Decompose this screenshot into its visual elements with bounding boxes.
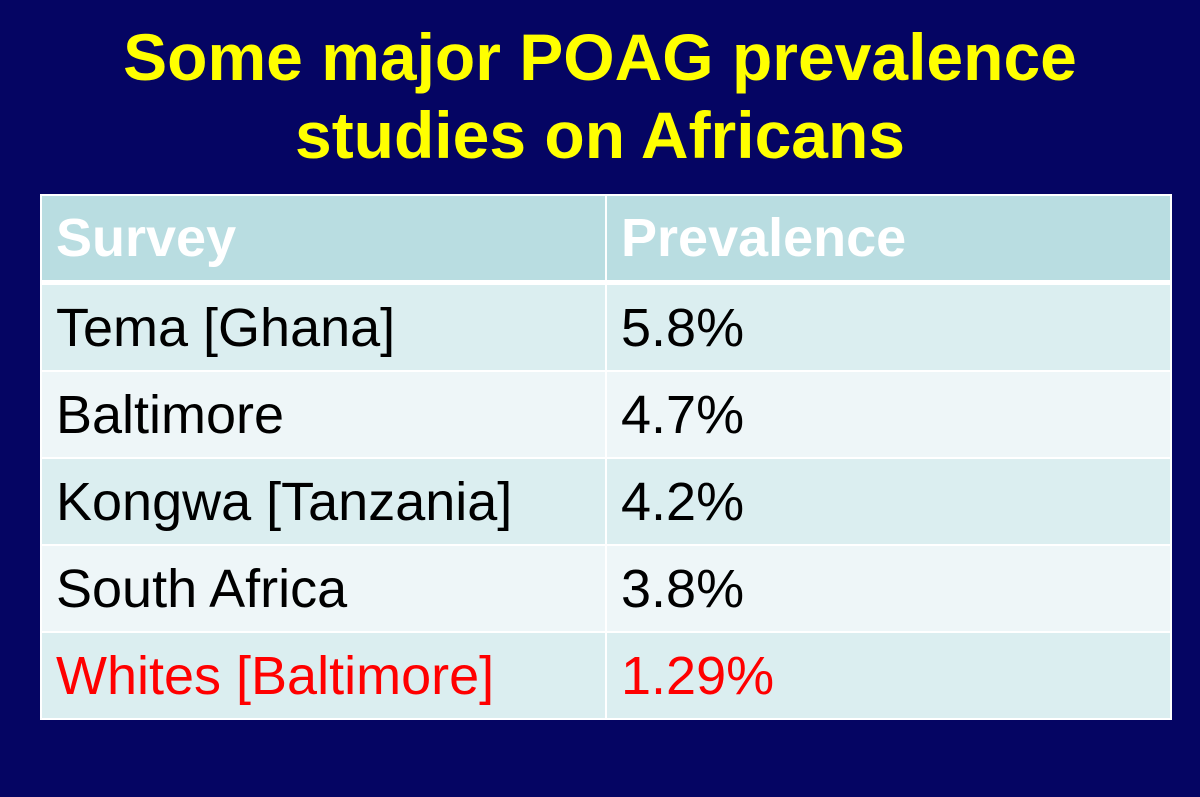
table-row-highlighted: Whites [Baltimore] 1.29% xyxy=(40,631,1172,720)
prevalence-cell: 3.8% xyxy=(605,544,1172,633)
survey-cell: South Africa xyxy=(40,544,607,633)
table-row: Kongwa [Tanzania] 4.2% xyxy=(40,457,1172,546)
prevalence-cell: 4.7% xyxy=(605,370,1172,459)
slide-title: Some major POAG prevalence studies on Af… xyxy=(0,18,1200,174)
table-row: Baltimore 4.7% xyxy=(40,370,1172,459)
prevalence-cell: 5.8% xyxy=(605,281,1172,372)
prevalence-cell: 1.29% xyxy=(605,631,1172,720)
prevalence-cell: 4.2% xyxy=(605,457,1172,546)
survey-cell: Baltimore xyxy=(40,370,607,459)
prevalence-table: Survey Prevalence Tema [Ghana] 5.8% Balt… xyxy=(40,194,1172,720)
slide-title-line-2: studies on Africans xyxy=(294,98,906,172)
table-row: Tema [Ghana] 5.8% xyxy=(40,281,1172,372)
table-header-row: Survey Prevalence xyxy=(40,194,1172,285)
column-header-prevalence: Prevalence xyxy=(605,194,1172,285)
table-row: South Africa 3.8% xyxy=(40,544,1172,633)
slide-title-line-1: Some major POAG prevalence xyxy=(123,20,1077,94)
survey-cell: Tema [Ghana] xyxy=(40,281,607,372)
survey-cell: Whites [Baltimore] xyxy=(40,631,607,720)
column-header-survey: Survey xyxy=(40,194,607,285)
survey-cell: Kongwa [Tanzania] xyxy=(40,457,607,546)
